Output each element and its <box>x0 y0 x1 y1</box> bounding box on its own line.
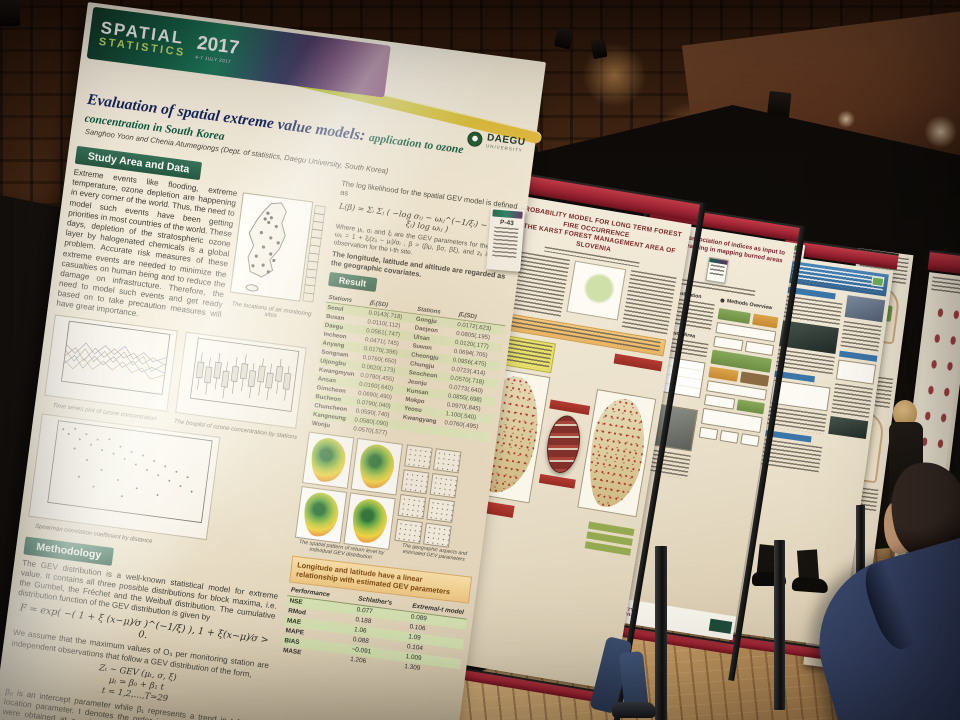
photo-thumbnail <box>828 415 869 440</box>
timeseries-plot-svg <box>44 313 178 412</box>
label-box-red <box>538 474 576 489</box>
model-ellipse-graphic <box>542 413 584 476</box>
gev-parameter-scatters <box>394 444 488 552</box>
monitoring-sites-map: The locations of air monitoring sites <box>227 192 330 324</box>
stage-spotlight <box>590 38 608 60</box>
boxplot-figure: The boxplot of ozone concentration by st… <box>174 331 309 441</box>
attendee-blonde-hair <box>893 400 917 426</box>
return-level-maps: The spatial pattern of return level by i… <box>293 431 488 575</box>
slovenia-map-thumbnail <box>566 260 627 321</box>
ceiling-speaker <box>0 0 20 26</box>
choropleth-map <box>350 438 403 496</box>
board-pole <box>774 540 785 710</box>
footer-green-block <box>708 618 733 634</box>
choropleth-map <box>294 486 348 544</box>
tag-banner <box>492 209 523 219</box>
poster-1-tag-card: P-43 <box>486 207 525 272</box>
banner-year: 2017 <box>195 32 241 60</box>
stations-table: Stations β̂₁(SD) Stations β̂₁(SD) Seoul 0… <box>309 292 507 452</box>
photo-thumbnail <box>844 295 886 323</box>
label-box-red <box>613 353 663 372</box>
poster-board-1-ozone: SPATIAL STATISTICS 2017 4-7 JULY 2017 DA… <box>0 2 547 720</box>
choropleth-map <box>302 431 355 490</box>
label-box-red <box>548 399 590 416</box>
stations-table-body: Seoul 0.0143(.718) Gongju 0.0172(.623) Bus… <box>309 302 506 452</box>
attendee-shoe <box>791 576 829 594</box>
section-result: Result <box>327 272 377 293</box>
attendee-sneaker <box>612 702 656 718</box>
title-thumbnail <box>871 276 885 287</box>
attendee-leg <box>796 549 820 581</box>
boxplot-svg <box>175 331 307 429</box>
result-bars <box>584 519 635 557</box>
chart-thumbnail <box>835 359 877 385</box>
spearman-scatter-svg <box>28 413 221 540</box>
timeseries-figure: Time series plot of ozone concentration <box>43 313 178 423</box>
board-pole <box>655 546 667 720</box>
choropleth-map <box>343 492 396 551</box>
poster-3-tag-card <box>705 257 729 284</box>
korea-map-svg <box>229 192 326 303</box>
bullet-icon <box>720 298 726 304</box>
